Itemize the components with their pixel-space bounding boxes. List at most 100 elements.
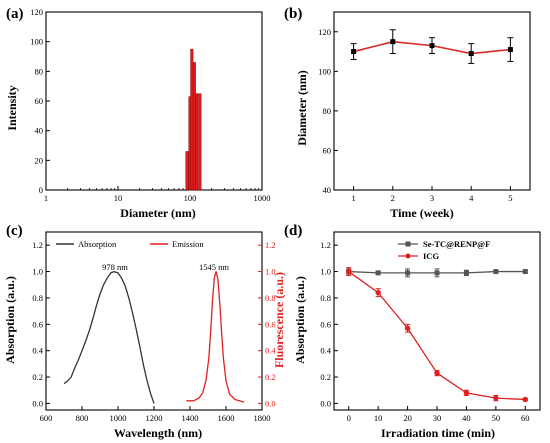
c-x-tick-label: 1000: [110, 413, 127, 423]
c-y-tick-label: 1.2: [32, 240, 43, 250]
a-y-tick-label: 120: [30, 7, 43, 17]
d-legend-marker: [405, 241, 411, 247]
d-legend-label: Se-TC@RENP@F: [423, 239, 490, 249]
a-y-tick-label: 80: [35, 66, 44, 76]
b-x-tick-label: 4: [469, 193, 474, 203]
panel-label-c: (c): [6, 223, 23, 239]
b-data-point: [429, 43, 435, 49]
y2-axis-title-c: Fluorescence (a.u.): [272, 272, 286, 368]
a-x-tick-label: 1000: [254, 193, 271, 203]
c-x-tick-label: 600: [40, 413, 53, 423]
b-x-tick-label: 3: [430, 193, 434, 203]
d-y-tick-label: 1.0: [320, 267, 331, 277]
d-x-tick-label: 50: [492, 413, 501, 423]
c-y2-tick-label: 0.8: [265, 293, 276, 303]
d-data-point: [405, 270, 411, 276]
a-y-tick-label: 100: [30, 37, 43, 47]
panel-c: (c) Wavelength (nm) Absorption (a.u.) Fl…: [3, 223, 286, 440]
b-data-point: [351, 49, 357, 55]
c-y-tick-label: 0.0: [32, 398, 43, 408]
b-data-point: [507, 47, 513, 53]
c-y-tick-label: 0.4: [32, 346, 43, 356]
c-y2-tick-label: 0.6: [265, 319, 276, 329]
d-data-point: [434, 270, 440, 276]
d-data-point: [375, 289, 381, 296]
a-y-tick-label: 40: [35, 126, 44, 136]
y-axis-title-c: Absorption (a.u.): [3, 276, 17, 364]
c-y-tick-label: 0.2: [32, 372, 43, 382]
c-legend-label: Emission: [172, 239, 204, 249]
d-legend-label: ICG: [423, 251, 439, 261]
c-plot-frame: [45, 231, 263, 411]
a-plot-frame: [45, 11, 263, 191]
d-data-point: [463, 270, 469, 276]
d-x-tick-label: 30: [433, 413, 442, 423]
c-legend-label: Absorption: [78, 239, 117, 249]
d-data-point: [375, 270, 381, 276]
b-y-tick-label: 80: [323, 106, 332, 116]
a-bar: [198, 93, 202, 191]
a-bar: [185, 151, 189, 191]
b-data-point: [390, 39, 396, 45]
d-y-tick-label: 0.4: [320, 346, 331, 356]
d-data-point: [493, 395, 499, 401]
b-x-tick-label: 1: [351, 193, 355, 203]
d-data-point: [463, 390, 470, 396]
y-axis-title-a: Intensity: [5, 85, 19, 130]
a-bar: [195, 93, 199, 191]
d-x-tick-label: 0: [347, 413, 351, 423]
a-x-tick-label: 100: [184, 193, 197, 203]
d-legend-marker: [405, 253, 411, 259]
a-x-tick-label: 1: [44, 193, 48, 203]
c-y-tick-label: 1.0: [32, 267, 43, 277]
b-y-tick-label: 120: [318, 27, 331, 37]
x-axis-title-c: Wavelength (nm): [114, 426, 202, 440]
a-bar: [190, 48, 194, 191]
d-y-tick-label: 1.2: [320, 240, 331, 250]
c-y2-tick-label: 0.4: [265, 346, 276, 356]
b-data-point: [468, 51, 474, 57]
b-x-tick-label: 5: [508, 193, 512, 203]
d-x-tick-label: 10: [374, 413, 383, 423]
a-x-tick-label: 10: [114, 193, 123, 203]
d-data-point: [493, 269, 499, 275]
a-y-tick-label: 60: [35, 96, 44, 106]
d-x-tick-label: 60: [521, 413, 530, 423]
panel-d: (d) Irradiation time (min) Absorption (a…: [284, 223, 541, 440]
a-y-tick-label: 0: [39, 185, 43, 195]
b-x-tick-label: 2: [391, 193, 395, 203]
c-x-tick-label: 1800: [254, 413, 271, 423]
panel-b: (b) Time (week) Diameter (nm) 1 2 3 4 5 40 60 8…: [284, 6, 531, 220]
d-series-line: [348, 271, 526, 401]
x-axis-title-a: Diameter (nm): [120, 206, 195, 220]
panel-a: (a) Diameter (nm) Intensity 1 10 100 1000 0 2…: [5, 6, 271, 220]
c-x-tick-label: 800: [76, 413, 89, 423]
c-x-tick-label: 1200: [146, 413, 163, 423]
b-y-tick-label: 100: [318, 66, 331, 76]
y-axis-title-d: Absorption (a.u.): [293, 276, 307, 364]
c-x-tick-label: 1600: [218, 413, 235, 423]
d-x-tick-label: 40: [462, 413, 471, 423]
c-y2-tick-label: 0.0: [265, 398, 276, 408]
x-axis-title-d: Irradiation time (min): [381, 426, 495, 440]
d-y-tick-label: 0.8: [320, 293, 331, 303]
c-y-tick-label: 0.6: [32, 319, 43, 329]
d-y-tick-label: 0.2: [320, 372, 331, 382]
d-data-point: [346, 268, 352, 275]
panel-label-b: (b): [284, 6, 302, 22]
d-x-tick-label: 20: [403, 413, 412, 423]
y-axis-title-b: Diameter (nm): [295, 70, 309, 145]
annotation-emission-peak: 1545 nm: [199, 262, 229, 272]
c-x-tick-label: 1400: [182, 413, 199, 423]
a-y-tick-label: 20: [35, 155, 44, 165]
d-data-point: [522, 269, 528, 275]
b-y-tick-label: 40: [323, 185, 332, 195]
c-y2-tick-label: 0.2: [265, 372, 276, 382]
x-axis-title-b: Time (week): [390, 206, 453, 220]
c-y2-tick-label: 1.0: [265, 267, 276, 277]
b-y-tick-label: 60: [323, 145, 332, 155]
d-data-point: [404, 325, 411, 331]
c-series-absorption: [63, 270, 155, 404]
c-y-tick-label: 0.8: [32, 293, 43, 303]
